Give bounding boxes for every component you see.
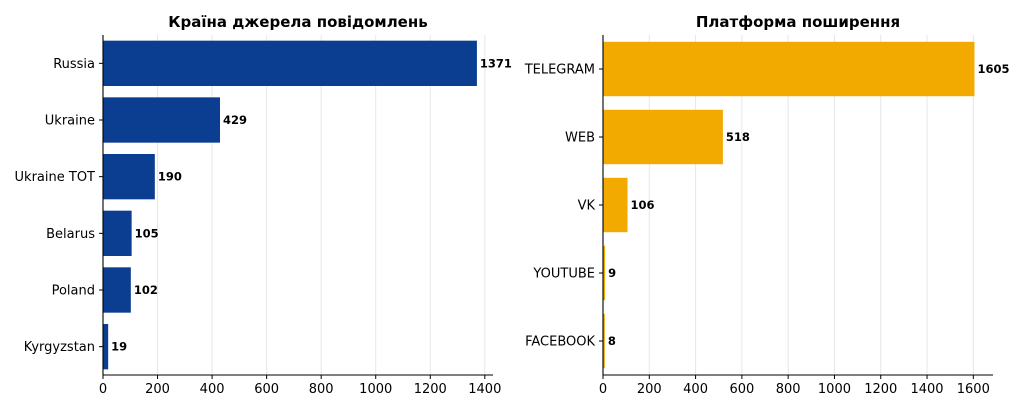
x-tick-label: 1000 [818, 382, 851, 397]
bar-telegram [603, 41, 975, 97]
value-label: 102 [134, 283, 158, 297]
x-tick-label: 400 [683, 382, 708, 397]
category-label: Poland [52, 284, 95, 299]
category-label: Belarus [46, 227, 95, 242]
value-label: 190 [158, 170, 182, 184]
bar-russia [103, 40, 477, 86]
value-label: 9 [608, 266, 616, 280]
category-label: Ukraine TOT [15, 170, 96, 185]
x-tick-label: 400 [200, 382, 225, 397]
bar-ukraine [103, 97, 220, 143]
bar-facebook [603, 313, 605, 369]
category-label: Russia [53, 57, 95, 72]
bar-ukraine-tot [103, 154, 155, 200]
platform-chart: Платформа поширення TELEGRAM 1605 WEB 518 VK 1… [524, 13, 1010, 397]
x-tick-label: 0 [99, 382, 107, 397]
chart-title: Країна джерела повідомлень [168, 13, 427, 31]
category-label: WEB [565, 131, 595, 146]
category-label: Ukraine [45, 114, 95, 129]
value-label: 106 [631, 198, 655, 212]
category-label: TELEGRAM [524, 63, 595, 78]
value-label: 19 [111, 340, 127, 354]
x-tick-label: 600 [254, 382, 279, 397]
value-label: 429 [223, 113, 247, 127]
x-tick-label: 1200 [414, 382, 447, 397]
x-tick-label: 800 [776, 382, 801, 397]
x-tick-label: 800 [309, 382, 334, 397]
value-label: 105 [135, 226, 159, 240]
bar-youtube [603, 245, 606, 301]
category-label: Kyrgyzstan [24, 340, 95, 355]
bar-poland [103, 267, 131, 313]
value-label: 8 [608, 334, 616, 348]
value-label: 1371 [480, 56, 512, 70]
bar-kyrgyzstan [103, 324, 109, 370]
bar-belarus [103, 210, 132, 256]
chart-title: Платформа поширення [696, 13, 900, 31]
x-tick-label: 600 [729, 382, 754, 397]
value-label: 1605 [977, 62, 1009, 76]
value-label: 518 [726, 130, 750, 144]
x-tick-label: 1400 [910, 382, 943, 397]
x-tick-label: 0 [599, 382, 607, 397]
bar-web [603, 109, 723, 165]
x-tick-label: 1200 [864, 382, 897, 397]
category-label: YOUTUBE [532, 267, 595, 282]
x-tick-label: 1600 [957, 382, 990, 397]
bar-vk [603, 177, 628, 233]
x-tick-label: 200 [145, 382, 170, 397]
x-tick-label: 1400 [468, 382, 501, 397]
country-chart: Країна джерела повідомлень Russia 1371 Ukra… [15, 13, 512, 397]
category-label: VK [578, 199, 596, 214]
x-tick-label: 1000 [359, 382, 392, 397]
category-label: FACEBOOK [525, 335, 595, 350]
x-tick-label: 200 [637, 382, 662, 397]
